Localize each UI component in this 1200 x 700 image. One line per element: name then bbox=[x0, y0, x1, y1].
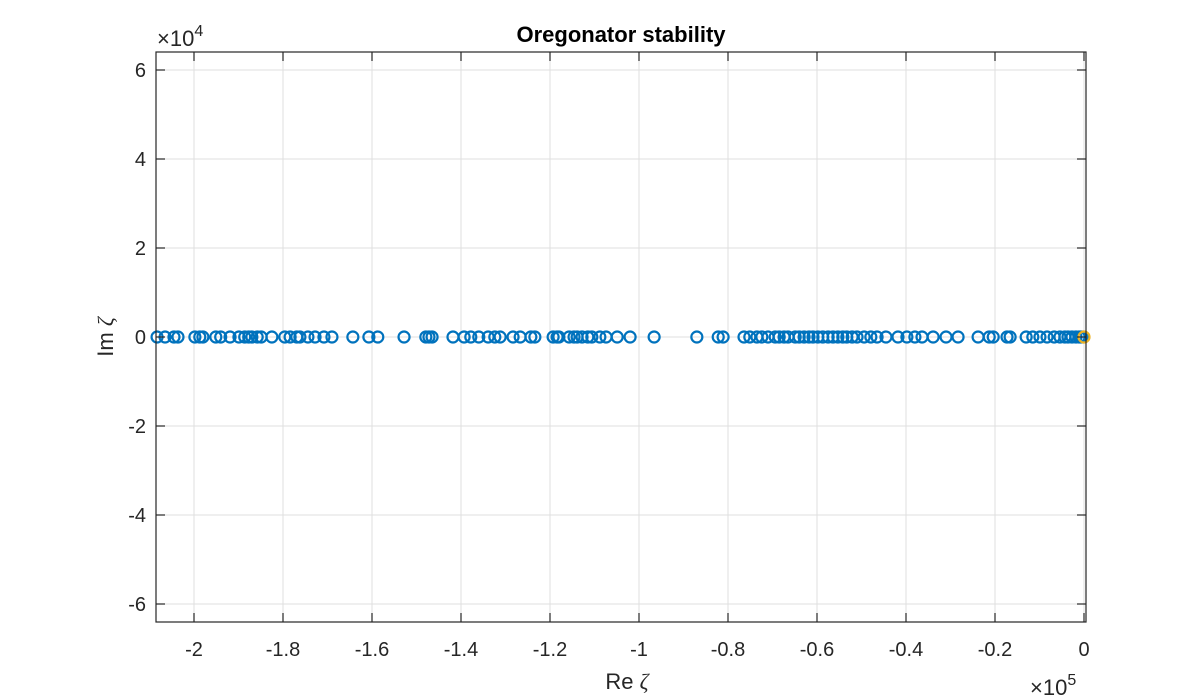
data-point bbox=[371, 330, 385, 344]
data-point bbox=[831, 330, 845, 344]
data-point bbox=[488, 330, 502, 344]
data-points bbox=[150, 330, 1091, 344]
data-point bbox=[506, 330, 520, 344]
y-axis-multiplier: ×104 bbox=[157, 23, 203, 51]
y-tick-label: 6 bbox=[135, 60, 146, 82]
data-point bbox=[857, 330, 871, 344]
x-tick-label: -0.2 bbox=[978, 639, 1012, 661]
data-point bbox=[870, 330, 884, 344]
data-point bbox=[250, 330, 264, 344]
data-point bbox=[1026, 330, 1040, 344]
data-point bbox=[301, 330, 315, 344]
data-point bbox=[792, 330, 806, 344]
y-tick-label: -4 bbox=[128, 505, 146, 527]
data-point bbox=[464, 330, 478, 344]
data-point bbox=[593, 330, 607, 344]
axis-ticks: -2 -1.8 -1.6 -1.4 -1.2 -1 -0.8 -0.6 -0.4 -0.2 0 6 4 2… bbox=[128, 52, 1090, 661]
y-axis-label: Im ζ bbox=[93, 315, 118, 357]
data-point bbox=[755, 330, 769, 344]
data-point bbox=[457, 330, 471, 344]
data-point bbox=[850, 330, 864, 344]
data-point bbox=[325, 330, 339, 344]
data-point bbox=[610, 330, 624, 344]
x-axis-multiplier: ×105 bbox=[1030, 672, 1076, 700]
data-point bbox=[397, 330, 411, 344]
x-tick-label: -0.6 bbox=[800, 639, 834, 661]
data-point bbox=[716, 330, 730, 344]
data-point bbox=[524, 330, 538, 344]
data-point bbox=[900, 330, 914, 344]
data-point bbox=[982, 330, 996, 344]
data-point bbox=[283, 330, 297, 344]
data-point bbox=[737, 330, 751, 344]
data-point bbox=[214, 330, 228, 344]
data-point bbox=[575, 330, 589, 344]
x-tick-label: -0.4 bbox=[889, 639, 923, 661]
data-point bbox=[232, 330, 246, 344]
x-tick-label: 0 bbox=[1078, 639, 1089, 661]
data-point bbox=[265, 330, 279, 344]
data-point bbox=[788, 330, 802, 344]
data-point bbox=[806, 330, 820, 344]
data-point bbox=[797, 330, 811, 344]
grid-lines bbox=[156, 52, 1086, 622]
chart-title: Oregonator stability bbox=[516, 22, 726, 47]
data-point bbox=[768, 330, 782, 344]
x-axis-label: Re ζ bbox=[605, 669, 650, 694]
data-point bbox=[167, 330, 181, 344]
y-tick-label: -6 bbox=[128, 594, 146, 616]
data-point bbox=[1040, 330, 1054, 344]
data-point bbox=[647, 330, 661, 344]
data-point bbox=[238, 330, 252, 344]
data-point bbox=[171, 330, 185, 344]
data-point bbox=[293, 330, 307, 344]
y-tick-label: 2 bbox=[135, 238, 146, 260]
data-point bbox=[1019, 330, 1033, 344]
y-tick-label: 0 bbox=[135, 327, 146, 349]
data-point bbox=[821, 330, 835, 344]
data-point bbox=[951, 330, 965, 344]
data-point bbox=[493, 330, 507, 344]
y-tick-label: -2 bbox=[128, 416, 146, 438]
x-tick-label: -1.8 bbox=[266, 639, 300, 661]
data-point bbox=[826, 330, 840, 344]
data-point bbox=[546, 330, 560, 344]
data-point bbox=[690, 330, 704, 344]
data-point bbox=[908, 330, 922, 344]
data-point bbox=[1003, 330, 1017, 344]
data-point bbox=[864, 330, 878, 344]
data-point bbox=[802, 330, 816, 344]
data-point bbox=[562, 330, 576, 344]
data-point bbox=[209, 330, 223, 344]
data-point bbox=[891, 330, 905, 344]
data-point bbox=[836, 330, 850, 344]
data-point bbox=[223, 330, 237, 344]
x-tick-label: -0.8 bbox=[711, 639, 745, 661]
data-point bbox=[986, 330, 1000, 344]
x-tick-label: -1 bbox=[630, 639, 648, 661]
data-point bbox=[711, 330, 725, 344]
data-point bbox=[308, 330, 322, 344]
data-point bbox=[528, 330, 542, 344]
data-point bbox=[623, 330, 637, 344]
data-point bbox=[472, 330, 486, 344]
x-tick-label: -1.2 bbox=[533, 639, 567, 661]
data-point bbox=[772, 330, 786, 344]
x-tick-label: -1.4 bbox=[444, 639, 478, 661]
y-tick-label: 4 bbox=[135, 149, 146, 171]
x-tick-label: -1.6 bbox=[355, 639, 389, 661]
x-tick-label: -2 bbox=[185, 639, 203, 661]
data-point bbox=[245, 330, 259, 344]
data-point bbox=[188, 330, 202, 344]
data-point bbox=[346, 330, 360, 344]
data-point bbox=[196, 330, 210, 344]
data-point bbox=[317, 330, 331, 344]
data-point bbox=[362, 330, 376, 344]
data-point bbox=[585, 330, 599, 344]
data-point bbox=[926, 330, 940, 344]
data-point bbox=[425, 330, 439, 344]
data-point bbox=[1033, 330, 1047, 344]
